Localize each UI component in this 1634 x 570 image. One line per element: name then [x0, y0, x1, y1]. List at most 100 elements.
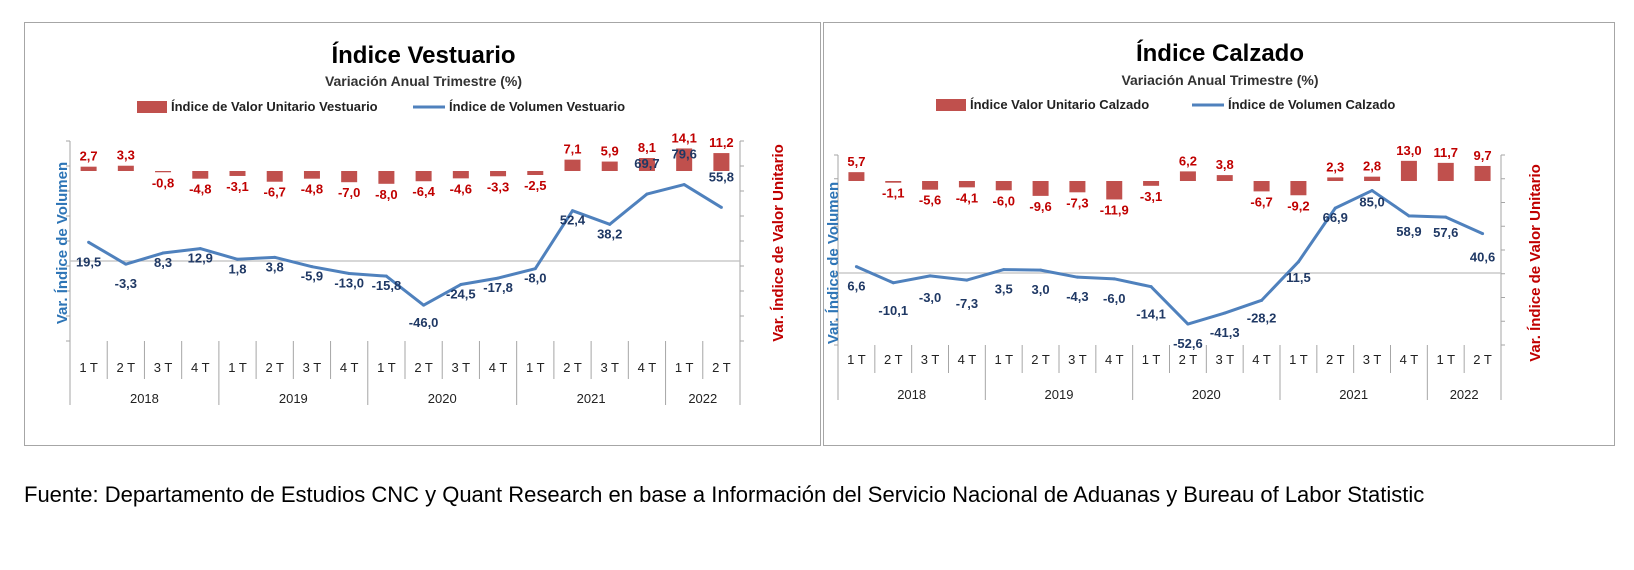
- quarter-tick-label: 4 T: [340, 360, 359, 375]
- bar-mark: [848, 172, 865, 181]
- line-data-label: -41,3: [1210, 325, 1240, 340]
- bar-mark: [303, 171, 320, 179]
- line-data-label: 38,2: [597, 226, 622, 241]
- bar-data-label: -6,4: [412, 184, 435, 199]
- line-data-label: 12,9: [188, 251, 213, 266]
- line-data-label: -5,9: [301, 269, 323, 284]
- bar-data-label: -9,2: [1287, 198, 1309, 213]
- quarter-tick-label: 4 T: [191, 360, 210, 375]
- quarter-tick-label: 1 T: [1142, 352, 1161, 367]
- quarter-tick-label: 3 T: [452, 360, 471, 375]
- bar-mark: [229, 171, 246, 176]
- bar-mark: [1253, 181, 1270, 192]
- line-data-label: 79,6: [672, 147, 697, 162]
- line-data-label: 85,0: [1359, 195, 1384, 210]
- line-point: [161, 251, 165, 255]
- line-data-label: 6,6: [847, 279, 865, 294]
- quarter-tick-label: 1 T: [228, 360, 247, 375]
- legend-label-bar: Índice de Valor Unitario Vestuario: [171, 99, 378, 114]
- line-data-label: 57,6: [1433, 225, 1458, 240]
- year-tick-label: 2021: [577, 391, 606, 406]
- line-data-label: -14,1: [1136, 307, 1166, 322]
- line-point: [198, 247, 202, 251]
- bar-data-label: -4,8: [301, 182, 323, 197]
- line-data-label: 52,4: [560, 213, 586, 228]
- line-data-label: -3,3: [115, 276, 137, 291]
- chart-vestuario: Índice Vestuario Variación Anual Trimestr…: [54, 41, 787, 406]
- bar-mark: [452, 171, 469, 179]
- quarter-tick-label: 1 T: [675, 360, 694, 375]
- bar-data-label: 3,8: [1216, 157, 1234, 172]
- bar-data-label: 7,1: [563, 142, 581, 157]
- bar-data-label: -5,6: [919, 193, 941, 208]
- line-point: [608, 222, 612, 226]
- line-point: [1186, 322, 1190, 326]
- line-point: [347, 271, 351, 275]
- line-series-volume: [87, 183, 723, 307]
- bar-mark: [713, 153, 730, 171]
- line-point: [1481, 232, 1485, 236]
- year-tick-label: 2021: [1339, 387, 1368, 402]
- line-point: [682, 183, 686, 187]
- bar-mark: [885, 181, 902, 183]
- quarter-tick-label: 3 T: [921, 352, 940, 367]
- bar-mark: [1032, 181, 1049, 196]
- bar-mark: [676, 148, 693, 171]
- bar-data-label: 2,3: [1326, 159, 1344, 174]
- bar-mark: [564, 159, 581, 171]
- quarter-tick-label: 3 T: [1215, 352, 1234, 367]
- bar-data-label: -2,5: [524, 178, 546, 193]
- year-tick-label: 2020: [428, 391, 457, 406]
- bar-data-label: -3,1: [1140, 189, 1162, 204]
- left-axis-title: Var. Índice de Volumen: [825, 182, 842, 344]
- quarter-tick-label: 3 T: [154, 360, 173, 375]
- bar-mark: [922, 181, 939, 190]
- line-point: [124, 262, 128, 266]
- quarter-tick-label: 2 T: [1031, 352, 1050, 367]
- line-series-volume: [855, 189, 1484, 326]
- legend-label-line: Índice de Volumen Vestuario: [449, 99, 625, 114]
- year-tick-label: 2019: [279, 391, 308, 406]
- line-data-label: -10,1: [878, 303, 908, 318]
- line-data-label: -28,2: [1247, 310, 1277, 325]
- quarter-tick-label: 2 T: [1326, 352, 1345, 367]
- bar-data-label: -1,1: [882, 186, 904, 201]
- line-point: [384, 274, 388, 278]
- bar-data-label: -9,6: [1029, 199, 1051, 214]
- quarter-tick-label: 1 T: [79, 360, 98, 375]
- year-tick-label: 2018: [130, 391, 159, 406]
- quarter-tick-label: 2 T: [884, 352, 903, 367]
- line-point: [1296, 260, 1300, 264]
- bar-data-label: -4,1: [956, 190, 978, 205]
- line-point: [965, 278, 969, 282]
- quarter-tick-label: 2 T: [265, 360, 284, 375]
- line-point: [1444, 215, 1448, 219]
- line-data-label: 1,8: [228, 261, 246, 276]
- line-data-label: -13,0: [334, 275, 364, 290]
- quarter-tick-label: 1 T: [994, 352, 1013, 367]
- bar-mark: [490, 171, 507, 177]
- quarter-tick-label: 1 T: [1436, 352, 1455, 367]
- line-point: [1223, 311, 1227, 315]
- right-axis-title: Var. Índice de Valor Unitario: [770, 144, 787, 342]
- line-point: [1039, 268, 1043, 272]
- bar-mark: [378, 171, 395, 184]
- quarter-tick-label: 4 T: [638, 360, 657, 375]
- bar-data-label: -7,0: [338, 185, 360, 200]
- bar-mark: [1179, 171, 1196, 181]
- left-axis-title: Var. Índice de Volumen: [54, 162, 71, 324]
- legend-label-bar: Índice Valor Unitario Calzado: [970, 97, 1149, 112]
- quarter-tick-label: 2 T: [1179, 352, 1198, 367]
- line-data-label: -52,6: [1173, 336, 1203, 351]
- bar-mark: [1069, 181, 1086, 193]
- line-point: [310, 265, 314, 269]
- line-data-label: 3,5: [995, 282, 1013, 297]
- quarter-tick-label: 3 T: [600, 360, 619, 375]
- bar-data-label: -3,1: [226, 179, 248, 194]
- quarter-tick-label: 2 T: [563, 360, 582, 375]
- quarter-tick-label: 4 T: [958, 352, 977, 367]
- chart-title: Índice Vestuario: [331, 41, 515, 69]
- legend-swatch-bar: [936, 99, 966, 111]
- bar-data-label: 2,8: [1363, 159, 1381, 174]
- bar-mark: [638, 158, 655, 171]
